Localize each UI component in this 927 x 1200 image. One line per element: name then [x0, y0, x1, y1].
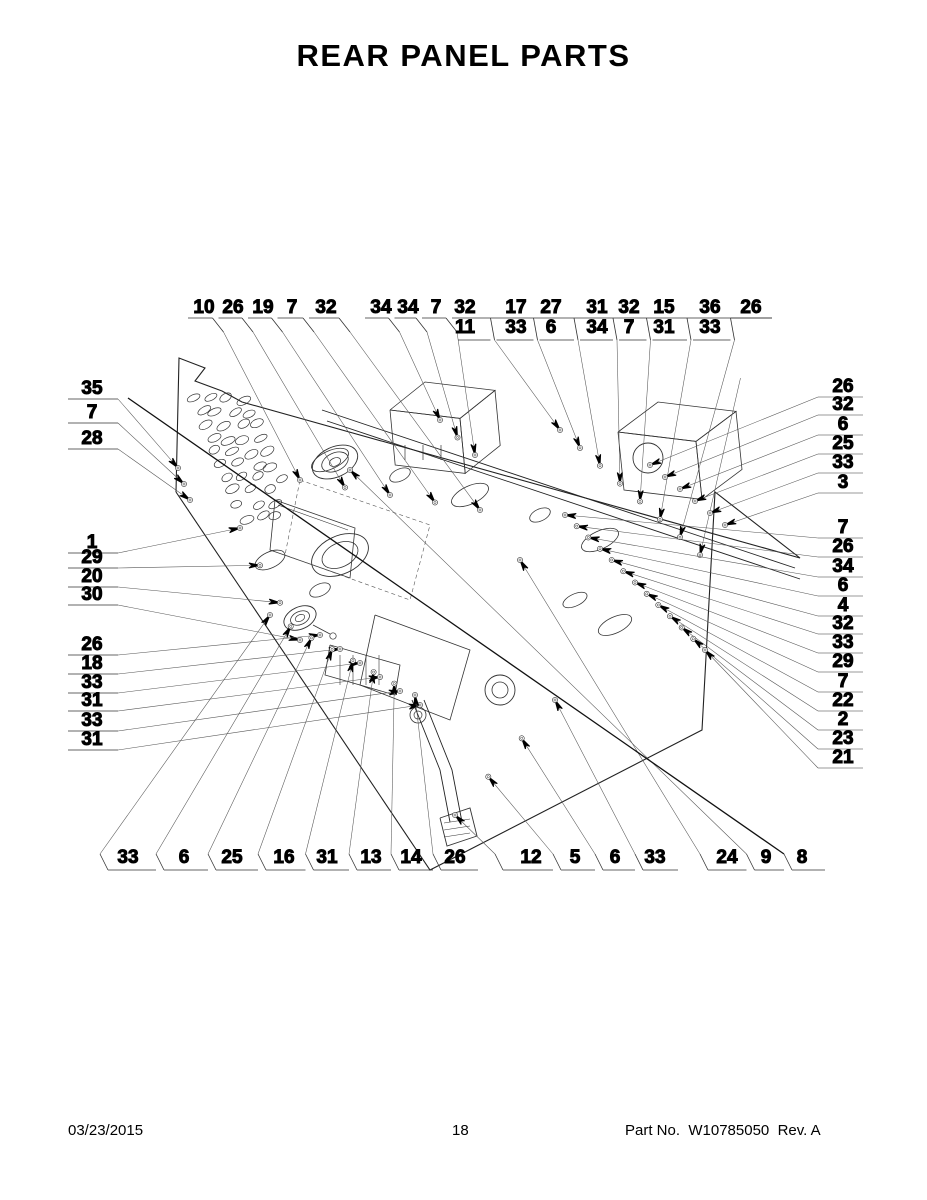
- svg-text:31: 31: [653, 317, 675, 338]
- svg-text:17: 17: [505, 297, 526, 318]
- svg-text:15: 15: [653, 297, 675, 318]
- svg-text:11: 11: [455, 317, 476, 338]
- svg-text:26: 26: [832, 536, 853, 557]
- svg-text:32: 32: [454, 297, 475, 318]
- svg-text:33: 33: [505, 317, 526, 338]
- svg-text:6: 6: [838, 575, 849, 596]
- svg-text:6: 6: [838, 414, 849, 435]
- svg-text:34: 34: [397, 297, 419, 318]
- svg-text:35: 35: [81, 378, 103, 399]
- svg-text:33: 33: [832, 452, 853, 473]
- svg-text:33: 33: [644, 847, 665, 868]
- svg-text:32: 32: [315, 297, 336, 318]
- svg-text:19: 19: [252, 297, 273, 318]
- svg-text:6: 6: [179, 847, 190, 868]
- svg-text:33: 33: [81, 710, 102, 731]
- svg-text:25: 25: [832, 433, 854, 454]
- svg-text:5: 5: [570, 847, 581, 868]
- svg-text:24: 24: [716, 847, 738, 868]
- svg-text:26: 26: [222, 297, 243, 318]
- svg-text:13: 13: [360, 847, 381, 868]
- svg-text:2: 2: [838, 709, 849, 730]
- svg-text:33: 33: [117, 847, 138, 868]
- svg-text:26: 26: [444, 847, 465, 868]
- svg-text:36: 36: [699, 297, 720, 318]
- svg-text:14: 14: [400, 847, 422, 868]
- svg-text:3: 3: [838, 472, 849, 493]
- svg-text:21: 21: [832, 747, 854, 768]
- svg-text:26: 26: [81, 634, 102, 655]
- svg-text:34: 34: [832, 556, 854, 577]
- svg-text:9: 9: [761, 847, 772, 868]
- svg-text:22: 22: [832, 690, 853, 711]
- svg-text:33: 33: [699, 317, 720, 338]
- svg-text:29: 29: [81, 547, 102, 568]
- svg-text:31: 31: [81, 690, 103, 711]
- svg-text:31: 31: [81, 729, 103, 750]
- svg-text:7: 7: [838, 671, 849, 692]
- svg-text:32: 32: [832, 394, 853, 415]
- svg-text:10: 10: [193, 297, 214, 318]
- svg-text:34: 34: [370, 297, 392, 318]
- svg-text:6: 6: [610, 847, 621, 868]
- svg-text:7: 7: [87, 402, 98, 423]
- svg-text:23: 23: [832, 728, 853, 749]
- svg-text:29: 29: [832, 651, 853, 672]
- svg-text:33: 33: [832, 632, 853, 653]
- svg-text:18: 18: [81, 653, 102, 674]
- svg-text:32: 32: [618, 297, 639, 318]
- svg-text:31: 31: [316, 847, 338, 868]
- svg-text:7: 7: [624, 317, 635, 338]
- svg-text:28: 28: [81, 428, 102, 449]
- svg-text:8: 8: [797, 847, 808, 868]
- svg-text:6: 6: [546, 317, 557, 338]
- svg-text:27: 27: [540, 297, 561, 318]
- svg-text:25: 25: [221, 847, 243, 868]
- svg-text:31: 31: [586, 297, 608, 318]
- svg-text:30: 30: [81, 584, 102, 605]
- svg-text:26: 26: [740, 297, 761, 318]
- svg-text:32: 32: [832, 613, 853, 634]
- svg-text:34: 34: [586, 317, 608, 338]
- svg-text:7: 7: [287, 297, 298, 318]
- svg-text:12: 12: [520, 847, 541, 868]
- svg-text:7: 7: [431, 297, 442, 318]
- svg-text:16: 16: [273, 847, 294, 868]
- svg-text:7: 7: [838, 517, 849, 538]
